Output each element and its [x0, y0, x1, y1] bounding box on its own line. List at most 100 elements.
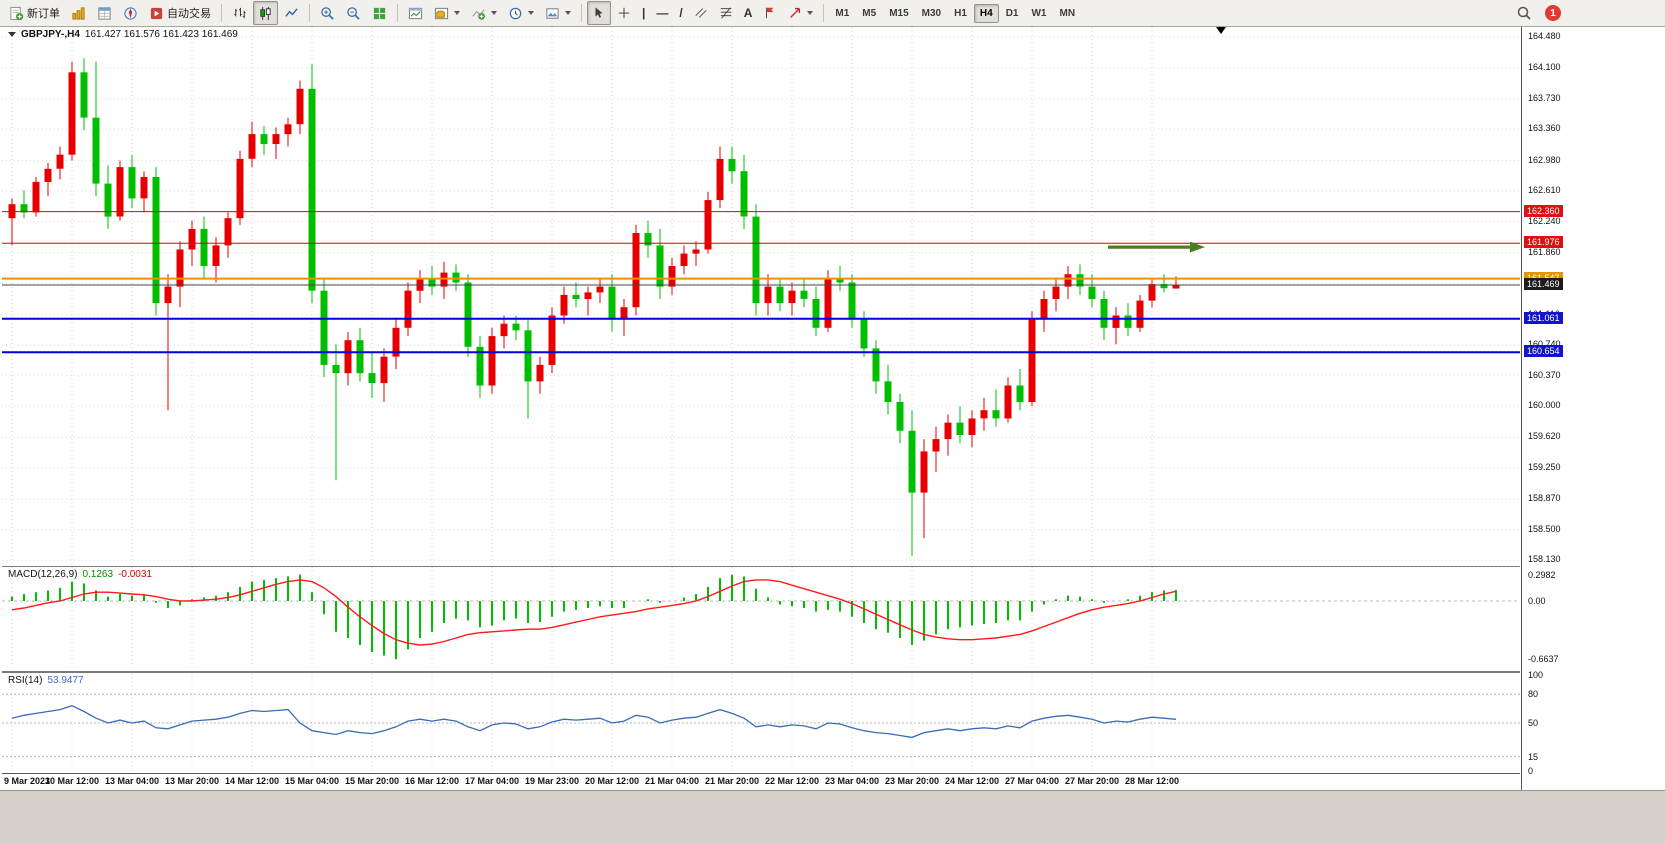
candlestick-canvas[interactable]	[2, 27, 1520, 566]
trendline-button[interactable]: /	[674, 1, 687, 25]
timeframe-h4[interactable]: H4	[973, 3, 999, 23]
symbol-title: GBPJPY-,H4	[21, 29, 80, 40]
candlestick-chart-button[interactable]	[253, 1, 278, 25]
macd-value: 0.1263	[82, 569, 114, 580]
macd-scale-label: 0.00	[1528, 596, 1546, 606]
new-chart-icon	[408, 7, 423, 19]
vertical-line-icon: |	[642, 6, 646, 20]
time-axis[interactable]: 9 Mar 2023 10 Mar 12:00 13 Mar 04:00 13 Mar…	[2, 774, 1520, 790]
ohlc-values: 161.427 161.576 161.423 161.469	[84, 29, 238, 40]
rsi-value: 53.9477	[47, 675, 84, 686]
label-button[interactable]	[758, 1, 782, 25]
rsi-label-row: RSI(14) 53.9477	[8, 675, 84, 686]
timeframe-m1[interactable]: M1	[835, 7, 850, 19]
main-chart-pane: GBPJPY-,H4 161.427 161.576 161.423 161.4…	[2, 26, 1520, 568]
macd-signal-value: -0.0031	[118, 569, 152, 580]
market-watch-button[interactable]	[66, 1, 91, 25]
rsi-canvas[interactable]	[2, 673, 1520, 773]
zoom-in-button[interactable]	[315, 1, 340, 25]
cursor-button[interactable]	[587, 1, 611, 25]
zoom-out-icon	[347, 6, 360, 20]
time-axis-label: 13 Mar 20:00	[164, 776, 220, 786]
notification-badge[interactable]: 1	[1545, 5, 1561, 21]
toolbar-separator	[397, 4, 398, 22]
chevron-down-icon	[454, 11, 460, 15]
toolbar-separator	[221, 4, 222, 22]
zoom-out-button[interactable]	[341, 1, 366, 25]
vertical-line-button[interactable]: |	[637, 1, 650, 25]
add-indicator-icon	[472, 8, 485, 20]
auto-trading-icon	[150, 7, 163, 19]
price-axis-label: 161.860	[1528, 246, 1561, 257]
navigator-icon	[124, 6, 137, 20]
macd-canvas[interactable]	[2, 567, 1520, 671]
time-axis-label: 28 Mar 12:00	[1124, 776, 1180, 786]
new-order-button[interactable]: 新订单	[4, 1, 65, 25]
new-order-label: 新订单	[27, 8, 60, 20]
macd-label: MACD(12,26,9)	[8, 569, 78, 580]
price-level-badge: 161.469	[1524, 278, 1563, 291]
chart-shift-marker[interactable]	[1216, 27, 1226, 34]
periods-button[interactable]	[503, 1, 539, 25]
time-axis-label: 17 Mar 04:00	[464, 776, 520, 786]
crosshair-button[interactable]	[612, 1, 636, 25]
market-watch-icon	[72, 6, 85, 20]
time-axis-label: 22 Mar 12:00	[764, 776, 820, 786]
rsi-label: RSI(14)	[8, 675, 43, 686]
chevron-down-icon	[528, 11, 534, 15]
price-axis-label: 163.730	[1528, 92, 1561, 103]
horizontal-line-button[interactable]: —	[651, 1, 673, 25]
data-window-button[interactable]	[92, 1, 117, 25]
time-axis-label: 16 Mar 12:00	[404, 776, 460, 786]
line-chart-button[interactable]	[279, 1, 304, 25]
bar-chart-button[interactable]	[227, 1, 252, 25]
rsi-scale-label: 80	[1528, 689, 1539, 700]
auto-trading-button[interactable]: 自动交易	[144, 1, 216, 25]
crosshair-icon	[618, 7, 630, 19]
timeframe-m30[interactable]: M30	[921, 7, 942, 19]
time-axis-label: 20 Mar 12:00	[584, 776, 640, 786]
timeframe-mn[interactable]: MN	[1059, 7, 1076, 19]
arrows-button[interactable]	[783, 1, 818, 25]
text-icon: A	[743, 6, 753, 20]
channel-icon	[695, 8, 707, 18]
fibonacci-button[interactable]	[714, 1, 738, 25]
price-axis-label: 160.000	[1528, 400, 1561, 411]
price-axis-label: 159.250	[1528, 461, 1561, 472]
macd-label-row: MACD(12,26,9) 0.1263 -0.0031	[8, 569, 152, 580]
new-chart-button[interactable]	[403, 1, 428, 25]
macd-pane: MACD(12,26,9) 0.1263 -0.0031	[2, 567, 1520, 673]
indicators-button[interactable]	[466, 1, 502, 25]
price-axis[interactable]: 164.480 164.100 163.730 163.360 162.980 162.6…	[1521, 26, 1665, 790]
symbol-dropdown-icon[interactable]	[8, 32, 16, 37]
timeframe-group: M1 M5 M15 M30 H1 H4 D1 W1 MN	[829, 3, 1081, 23]
rsi-scale-label: 100	[1528, 670, 1544, 680]
search-button[interactable]	[1511, 1, 1537, 25]
timeframe-w1[interactable]: W1	[1031, 7, 1047, 19]
chevron-down-icon	[565, 11, 571, 15]
profiles-button[interactable]	[429, 1, 465, 25]
channel-button[interactable]	[689, 1, 713, 25]
line-chart-icon	[285, 7, 298, 17]
price-axis-label: 163.360	[1528, 123, 1561, 134]
templates-button[interactable]	[540, 1, 576, 25]
tile-windows-button[interactable]	[367, 1, 392, 25]
timeframe-h1[interactable]: H1	[954, 7, 967, 19]
text-button[interactable]: A	[739, 1, 758, 25]
timeframe-m5[interactable]: M5	[862, 7, 877, 19]
arrow-shape-icon	[790, 7, 801, 18]
toolbar: 新订单 自动交易	[0, 0, 1665, 27]
toolbar-separator	[823, 4, 825, 22]
time-axis-label: 23 Mar 20:00	[884, 776, 940, 786]
timeframe-m15[interactable]: M15	[889, 7, 909, 19]
zoom-in-icon	[321, 6, 334, 20]
time-axis-label: 13 Mar 04:00	[104, 776, 160, 786]
rsi-pane: RSI(14) 53.9477	[2, 673, 1520, 774]
price-axis-label: 162.610	[1528, 185, 1561, 195]
clock-icon	[509, 7, 522, 19]
timeframe-d1[interactable]: D1	[1005, 7, 1019, 19]
navigator-button[interactable]	[118, 1, 143, 25]
toolbar-separator	[581, 4, 582, 22]
price-axis-label: 164.480	[1528, 30, 1561, 41]
time-axis-label: 24 Mar 12:00	[944, 776, 1000, 786]
